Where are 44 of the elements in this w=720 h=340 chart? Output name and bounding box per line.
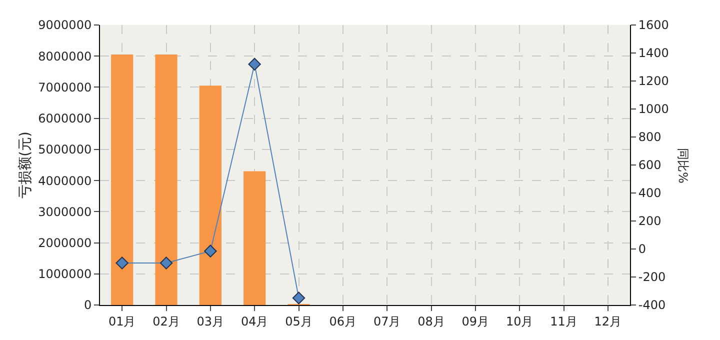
y2-tick-label: 200 [638,214,662,228]
y-tick-label: 6000000 [38,112,92,126]
y2-tick-label: 600 [638,158,662,172]
y2-tick-label: 800 [638,130,662,144]
y2-tick-label: 0 [638,242,646,256]
y2-tick-label: 400 [638,186,662,200]
y2-tick-label: 1200 [638,74,669,88]
bar [199,86,222,305]
y-tick-label: 9000000 [38,18,92,32]
point [116,256,128,270]
y-tick-label: 3000000 [38,204,92,219]
y-tick-label: 0 [84,298,92,312]
y2-tick-label: 1600 [638,18,669,32]
x-tick-label: 05月 [285,314,312,328]
x-tick-label: 08月 [418,314,445,328]
bar [244,171,266,305]
point [160,256,173,270]
point [248,58,261,71]
x-tick-label: 03月 [196,314,224,328]
y-tick-label: 1000000 [38,267,92,282]
x-tick-label: 06月 [329,314,357,328]
point [204,244,217,258]
y2-tick-label: -400 [638,298,666,312]
y-tick-label: 8000000 [38,49,92,64]
y-tick-label: 2000000 [38,236,92,250]
x-tick-label: 02月 [152,314,180,328]
point [292,292,306,304]
y2-axis-title: 同比% [676,148,690,184]
bar [155,54,178,305]
x-tick-label: 11月 [550,314,578,328]
x-tick-label: 09月 [462,314,490,328]
x-tick-label: 07月 [373,314,401,328]
bar [111,54,134,305]
y-tick-label: 7000000 [38,80,92,94]
x-tick-label: 12月 [594,314,622,328]
y-tick-label: 4000000 [38,174,92,188]
y-tick-label: 5000000 [38,142,92,157]
y2-tick-label: 1000 [638,102,669,116]
y-axis-title: 亏损额(元) [18,132,34,198]
x-tick-label: 04月 [240,314,268,328]
y2-tick-label: -200 [638,270,666,284]
x-tick-label: 01月 [108,314,136,328]
y2-tick-label: 1400 [638,46,669,60]
x-tick-label: 10月 [506,314,534,328]
